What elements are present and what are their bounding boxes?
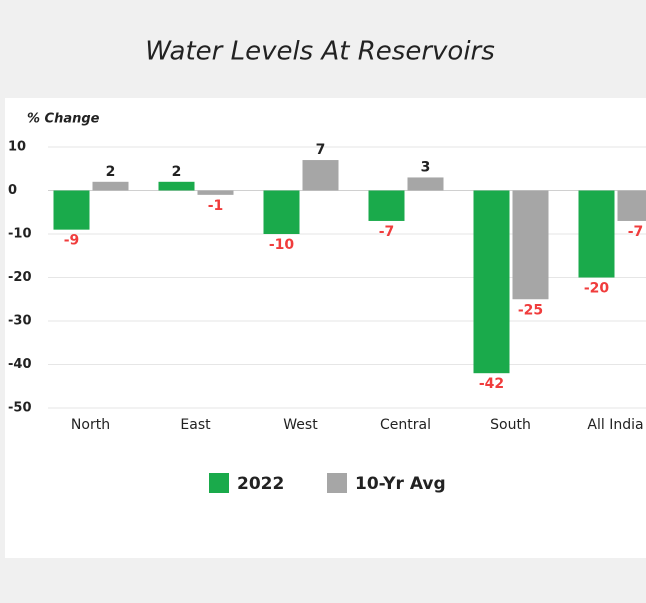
- chart-title: Water Levels At Reservoirs: [145, 37, 495, 67]
- y-tick-label: -40: [8, 357, 32, 372]
- data-label: -25: [518, 302, 543, 318]
- y-tick-label: -30: [8, 314, 32, 329]
- bar: [263, 190, 300, 234]
- x-tick-label: Central: [380, 417, 431, 433]
- data-label: -20: [584, 281, 610, 297]
- data-label: -1: [208, 198, 224, 214]
- data-label: -42: [479, 376, 504, 392]
- bar: [197, 190, 234, 195]
- legend-swatch: [327, 473, 347, 493]
- y-tick-label: -10: [8, 227, 32, 242]
- plot: 10 0 -10 -20 -30 -40 -50 North -9 2 East 2 -1 West -10…: [8, 140, 646, 433]
- legend-label: 10-Yr Avg: [355, 474, 446, 494]
- y-tick-label: -50: [8, 401, 32, 416]
- y-axis-label: % Change: [27, 112, 100, 127]
- bar: [578, 190, 615, 278]
- bar: [473, 190, 510, 374]
- legend-swatch: [209, 473, 229, 493]
- x-tick-label: North: [71, 417, 110, 433]
- data-label: -7: [379, 224, 395, 240]
- bar: [512, 190, 549, 300]
- bar: [302, 160, 339, 191]
- data-label: 7: [316, 142, 326, 158]
- legend-label: 2022: [237, 474, 284, 494]
- bar: [92, 181, 129, 191]
- data-label: 2: [172, 164, 182, 180]
- x-tick-label: All India: [587, 417, 643, 433]
- bar: [407, 177, 444, 191]
- data-label: -9: [64, 233, 80, 249]
- bar: [368, 190, 405, 221]
- x-tick-label: East: [180, 417, 211, 433]
- bar: [53, 190, 90, 230]
- data-label: 3: [421, 159, 431, 175]
- y-tick-label: 0: [8, 183, 17, 198]
- data-label: -7: [628, 224, 644, 240]
- data-label: -10: [269, 237, 295, 253]
- x-tick-label: South: [490, 417, 531, 433]
- x-tick-label: West: [283, 417, 318, 433]
- y-tick-label: 10: [8, 140, 26, 155]
- bar: [158, 181, 195, 191]
- data-label: 2: [106, 164, 116, 180]
- y-tick-label: -20: [8, 270, 32, 285]
- bar: [617, 190, 646, 221]
